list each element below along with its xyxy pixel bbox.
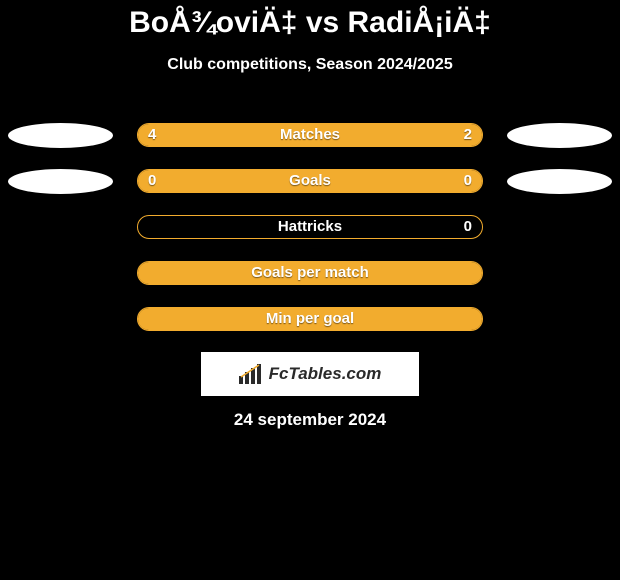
stat-bar: Goals per match xyxy=(137,261,483,285)
spacer xyxy=(8,261,113,286)
stat-label: Goals xyxy=(138,170,482,192)
spacer xyxy=(8,215,113,240)
stat-bar: 4Matches2 xyxy=(137,123,483,147)
stat-rows: 4Matches20Goals0Hattricks0Goals per matc… xyxy=(0,112,620,342)
stat-row: Goals per match xyxy=(0,250,620,296)
bars-icon xyxy=(239,364,265,384)
spacer xyxy=(8,307,113,332)
stat-bar: 0Goals0 xyxy=(137,169,483,193)
page-title: BoÅ¾oviÄ‡ vs RadiÅ¡iÄ‡ xyxy=(0,0,620,40)
stat-right-value: 2 xyxy=(464,124,472,146)
stat-right-value: 0 xyxy=(464,170,472,192)
stat-row: 4Matches2 xyxy=(0,112,620,158)
stat-bar: Min per goal xyxy=(137,307,483,331)
logo: FcTables.com xyxy=(239,364,382,384)
subtitle: Club competitions, Season 2024/2025 xyxy=(0,56,620,74)
player-right-marker xyxy=(507,169,612,194)
spacer xyxy=(507,307,612,332)
spacer xyxy=(507,261,612,286)
stat-label: Matches xyxy=(138,124,482,146)
player-left-marker xyxy=(8,169,113,194)
logo-box: FcTables.com xyxy=(201,352,419,396)
date-label: 24 september 2024 xyxy=(0,410,620,430)
stat-bar: Hattricks0 xyxy=(137,215,483,239)
stat-row: Hattricks0 xyxy=(0,204,620,250)
stat-label: Hattricks xyxy=(138,216,482,238)
logo-text: FcTables.com xyxy=(269,364,382,384)
player-right-marker xyxy=(507,123,612,148)
stat-row: 0Goals0 xyxy=(0,158,620,204)
stat-right-value: 0 xyxy=(464,216,472,238)
stat-row: Min per goal xyxy=(0,296,620,342)
player-left-marker xyxy=(8,123,113,148)
stat-label: Goals per match xyxy=(138,262,482,284)
spacer xyxy=(507,215,612,240)
stat-label: Min per goal xyxy=(138,308,482,330)
